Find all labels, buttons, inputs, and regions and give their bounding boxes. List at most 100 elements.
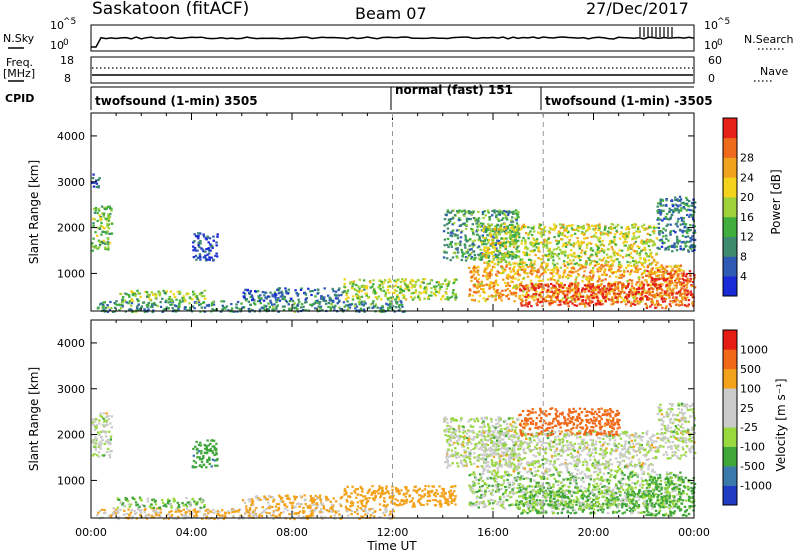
power-cell bbox=[674, 203, 677, 206]
power-cell bbox=[643, 270, 646, 273]
velocity-cell bbox=[378, 516, 381, 519]
power-cell bbox=[653, 225, 656, 228]
power-cell bbox=[580, 266, 583, 269]
power-cell bbox=[591, 269, 594, 272]
power-cell bbox=[304, 309, 307, 312]
power-cell bbox=[355, 293, 358, 296]
power-cell bbox=[510, 220, 513, 223]
power-cell bbox=[482, 222, 485, 225]
power-cell bbox=[605, 253, 609, 256]
power-cell bbox=[119, 307, 123, 310]
power-cell bbox=[668, 279, 671, 282]
power-cell bbox=[619, 274, 622, 277]
power-cell bbox=[157, 290, 160, 293]
power-cell bbox=[442, 230, 446, 233]
power-cell bbox=[469, 218, 472, 221]
power-cell bbox=[634, 259, 637, 262]
power-cell bbox=[537, 242, 540, 245]
power-cell bbox=[679, 204, 682, 207]
power-cell bbox=[487, 256, 490, 259]
power-cell bbox=[590, 247, 593, 250]
power-cell bbox=[575, 292, 579, 295]
power-cell bbox=[104, 242, 107, 245]
velocity-cell bbox=[122, 504, 126, 507]
power-cell bbox=[446, 284, 449, 287]
power-cell bbox=[663, 300, 667, 303]
velocity-cell bbox=[310, 498, 313, 501]
power-cell bbox=[492, 246, 495, 249]
power-cell bbox=[500, 258, 503, 261]
power-cell bbox=[124, 292, 127, 295]
velocity-cell bbox=[394, 498, 397, 501]
power-cell bbox=[387, 291, 391, 294]
power-cell bbox=[423, 290, 427, 293]
power-cell bbox=[482, 288, 485, 291]
power-cell bbox=[498, 291, 502, 294]
power-cell bbox=[251, 295, 254, 299]
velocity-cell bbox=[119, 508, 122, 511]
power-cell bbox=[523, 295, 526, 298]
power-cell bbox=[613, 241, 616, 244]
power-cell bbox=[602, 249, 606, 253]
power-cell bbox=[668, 276, 671, 279]
power-cell bbox=[600, 243, 604, 246]
power-cell bbox=[649, 239, 653, 242]
power-cell bbox=[480, 282, 483, 285]
power-cell bbox=[495, 247, 498, 250]
power-cell bbox=[299, 306, 303, 309]
power-cell bbox=[627, 225, 630, 228]
velocity-cell bbox=[321, 503, 324, 506]
power-cell bbox=[480, 256, 483, 259]
power-cell bbox=[689, 279, 692, 282]
power-cell bbox=[534, 289, 537, 292]
power-cell bbox=[582, 241, 585, 244]
power-cell bbox=[552, 284, 555, 287]
power-cell bbox=[683, 304, 687, 307]
velocity-cell bbox=[330, 503, 334, 506]
velocity-cell bbox=[379, 508, 382, 511]
power-cell bbox=[418, 291, 421, 294]
power-cell bbox=[105, 219, 109, 222]
power-cell bbox=[579, 302, 582, 305]
power-cell bbox=[587, 282, 590, 285]
power-cell bbox=[581, 299, 584, 302]
power-cell bbox=[643, 246, 646, 249]
power-cell bbox=[512, 262, 515, 265]
power-cell bbox=[511, 243, 515, 246]
power-cell bbox=[580, 251, 583, 254]
velocity-cell bbox=[169, 503, 172, 506]
power-cell bbox=[677, 303, 680, 306]
power-cell bbox=[481, 234, 484, 237]
velocity-cell bbox=[216, 457, 219, 461]
velocity-cell bbox=[151, 510, 155, 513]
power-cell bbox=[659, 202, 662, 205]
power-cell bbox=[627, 228, 631, 231]
power-cell bbox=[219, 310, 223, 313]
power-cell bbox=[674, 231, 677, 234]
power-cell bbox=[293, 307, 296, 310]
power-cell bbox=[189, 306, 192, 309]
power-cell bbox=[562, 293, 566, 296]
power-cell bbox=[546, 283, 549, 286]
power-cell bbox=[440, 298, 443, 301]
power-cell bbox=[131, 291, 134, 294]
power-cell bbox=[100, 240, 104, 243]
velocity-cell bbox=[174, 510, 177, 513]
power-cell bbox=[602, 289, 605, 292]
velocity-cell bbox=[314, 494, 317, 497]
power-cell bbox=[382, 310, 385, 313]
velocity-cell bbox=[159, 515, 162, 518]
power-cell bbox=[583, 290, 587, 293]
velocity-cell bbox=[373, 515, 376, 518]
power-cell bbox=[598, 240, 602, 243]
power-cell bbox=[550, 277, 553, 280]
power-cell bbox=[638, 302, 641, 305]
velocity-cell bbox=[215, 442, 218, 445]
power-cell bbox=[517, 227, 521, 230]
power-cell bbox=[130, 298, 133, 301]
power-cell bbox=[544, 284, 547, 287]
power-cell bbox=[469, 271, 472, 274]
velocity-cell bbox=[347, 514, 350, 517]
power-cell bbox=[669, 233, 672, 236]
power-cell bbox=[599, 284, 602, 287]
